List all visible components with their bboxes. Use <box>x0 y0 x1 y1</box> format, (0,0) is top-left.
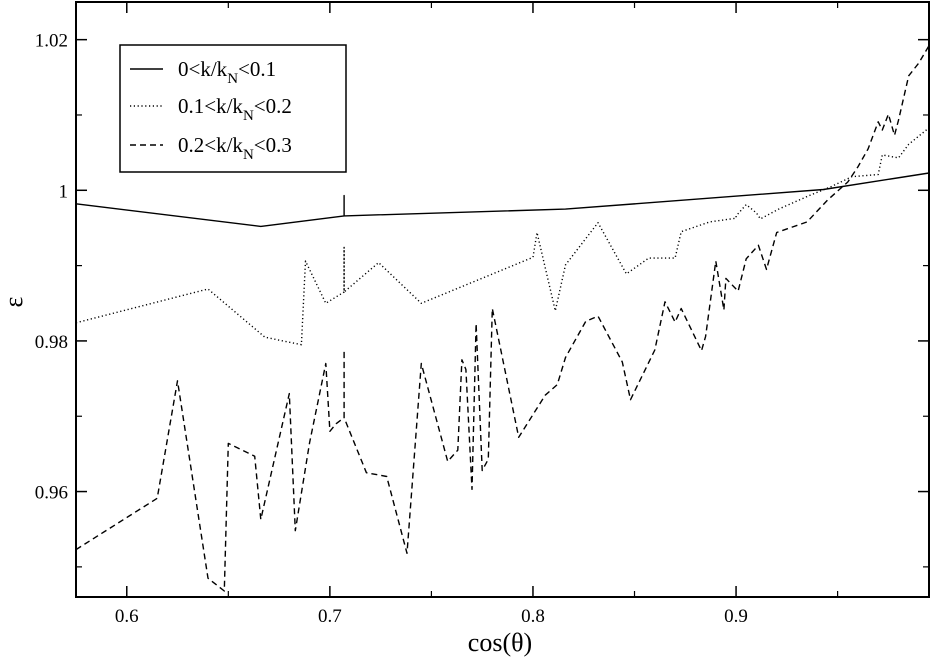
legend-label-1-main: 0<k/k <box>178 57 228 81</box>
legend-box <box>119 44 347 173</box>
y-tick-label: 0.96 <box>35 483 68 504</box>
legend-label-2-rest: <0.2 <box>254 94 292 118</box>
legend-label-2-sub: N <box>243 108 254 124</box>
legend-label-3-rest: <0.3 <box>254 133 292 157</box>
x-axis-title: cos(θ) <box>468 628 532 657</box>
legend-label-3-main: 0.2<k/k <box>178 133 243 157</box>
y-tick-label: 1.02 <box>35 31 68 52</box>
x-tick-label: 0.8 <box>521 606 545 627</box>
legend-label-series-3: 0.2<k/kN<0.3 <box>178 133 292 163</box>
x-tick-label: 0.9 <box>724 606 748 627</box>
series-line-1-solid <box>75 172 930 228</box>
series-line-2-dotted <box>75 127 930 346</box>
x-tick-label: 0.6 <box>115 606 139 627</box>
x-tick-label: 0.7 <box>318 606 342 627</box>
legend-label-series-2: 0.1<k/kN<0.2 <box>178 94 292 124</box>
y-axis-title: ε <box>0 296 28 307</box>
legend: 0<k/kN<0.1 0.1<k/kN<0.2 0.2<k/kN<0.3 <box>119 44 347 173</box>
legend-label-series-1: 0<k/kN<0.1 <box>178 57 276 87</box>
y-tick-label: 1 <box>59 181 69 202</box>
series-line-3-dashed <box>75 45 930 592</box>
plot-frame <box>75 1 930 598</box>
legend-label-2-main: 0.1<k/k <box>178 94 243 118</box>
legend-label-1-sub: N <box>227 71 238 87</box>
legend-label-3-sub: N <box>243 147 254 163</box>
plot-area <box>75 1 930 598</box>
y-tick-label: 0.98 <box>35 332 68 353</box>
series-layer <box>75 45 930 592</box>
ticks-layer <box>76 2 929 597</box>
legend-label-1-rest: <0.1 <box>238 57 276 81</box>
